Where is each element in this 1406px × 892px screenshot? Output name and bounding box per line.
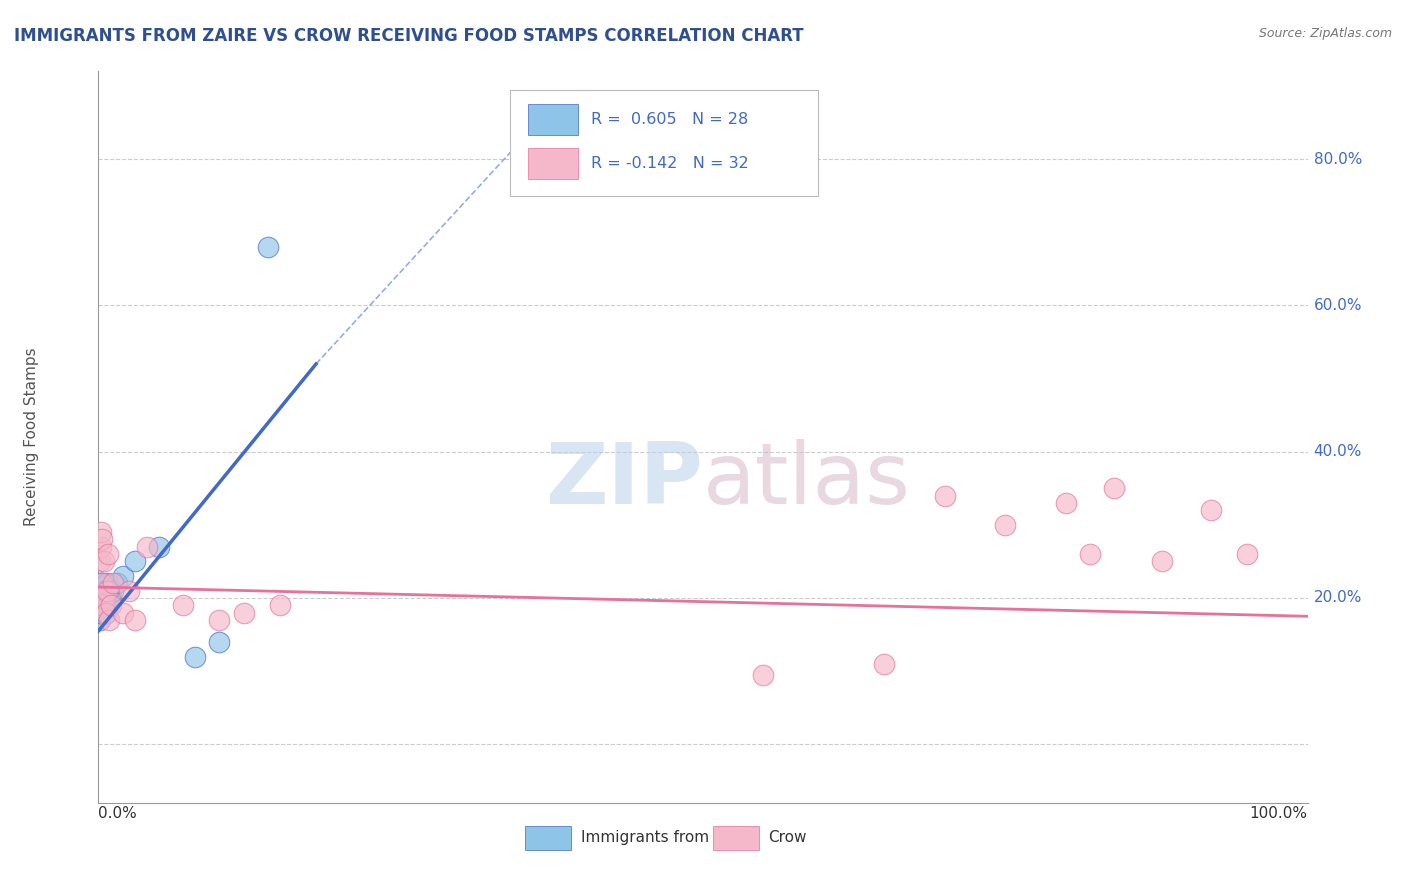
- Point: [148, 540, 170, 554]
- Point: [90, 540, 112, 554]
- Point: [91, 583, 114, 598]
- Point: [89, 613, 111, 627]
- FancyBboxPatch shape: [527, 104, 578, 135]
- Point: [208, 613, 231, 627]
- Point: [91, 599, 114, 613]
- Point: [91, 576, 114, 591]
- Point: [111, 569, 134, 583]
- FancyBboxPatch shape: [527, 148, 578, 179]
- Point: [93, 591, 115, 605]
- Text: Crow: Crow: [768, 830, 807, 846]
- FancyBboxPatch shape: [509, 90, 818, 195]
- Point: [101, 583, 124, 598]
- Text: 80.0%: 80.0%: [1313, 152, 1362, 167]
- Point: [1236, 547, 1258, 561]
- Point: [96, 576, 118, 591]
- Point: [89, 554, 111, 568]
- Point: [90, 606, 112, 620]
- Point: [91, 583, 114, 598]
- Point: [208, 635, 231, 649]
- Point: [1054, 496, 1077, 510]
- Point: [105, 576, 128, 591]
- Point: [93, 583, 115, 598]
- Point: [89, 591, 111, 605]
- Text: IMMIGRANTS FROM ZAIRE VS CROW RECEIVING FOOD STAMPS CORRELATION CHART: IMMIGRANTS FROM ZAIRE VS CROW RECEIVING …: [14, 27, 804, 45]
- Point: [118, 583, 141, 598]
- Text: 60.0%: 60.0%: [1313, 298, 1362, 313]
- Text: 100.0%: 100.0%: [1250, 806, 1308, 822]
- Point: [94, 591, 117, 605]
- Point: [100, 591, 122, 605]
- Point: [91, 599, 114, 613]
- Text: ZIP: ZIP: [546, 440, 703, 523]
- Text: Source: ZipAtlas.com: Source: ZipAtlas.com: [1258, 27, 1392, 40]
- Point: [93, 599, 115, 613]
- Point: [94, 606, 117, 620]
- Text: 20.0%: 20.0%: [1313, 591, 1362, 606]
- Point: [94, 606, 117, 620]
- Point: [124, 554, 146, 568]
- Point: [93, 554, 115, 568]
- Point: [97, 547, 120, 561]
- Point: [994, 517, 1017, 532]
- Point: [1102, 481, 1125, 495]
- Text: 40.0%: 40.0%: [1313, 444, 1362, 459]
- Point: [1152, 554, 1174, 568]
- Point: [97, 599, 120, 613]
- Point: [101, 576, 124, 591]
- Point: [93, 591, 115, 605]
- Point: [96, 583, 118, 598]
- Point: [269, 599, 291, 613]
- Point: [98, 613, 121, 627]
- Point: [90, 525, 112, 540]
- Point: [100, 599, 122, 613]
- Point: [172, 599, 194, 613]
- Point: [934, 489, 956, 503]
- FancyBboxPatch shape: [713, 826, 759, 849]
- Text: R =  0.605   N = 28: R = 0.605 N = 28: [591, 112, 748, 128]
- Point: [91, 576, 114, 591]
- Text: Immigrants from Zaire: Immigrants from Zaire: [581, 830, 754, 846]
- Text: atlas: atlas: [703, 440, 911, 523]
- Point: [1199, 503, 1222, 517]
- Text: Receiving Food Stamps: Receiving Food Stamps: [24, 348, 39, 526]
- Text: 0.0%: 0.0%: [98, 806, 138, 822]
- Point: [232, 606, 254, 620]
- Text: R = -0.142   N = 32: R = -0.142 N = 32: [591, 156, 748, 171]
- Point: [1078, 547, 1101, 561]
- Point: [98, 583, 121, 598]
- Point: [90, 591, 112, 605]
- Point: [873, 657, 896, 671]
- Point: [124, 613, 146, 627]
- Point: [91, 591, 114, 605]
- Point: [184, 649, 207, 664]
- Point: [256, 240, 278, 254]
- Point: [752, 667, 775, 681]
- Point: [90, 576, 112, 591]
- Point: [135, 540, 157, 554]
- Point: [111, 606, 134, 620]
- FancyBboxPatch shape: [526, 826, 571, 849]
- Point: [91, 533, 114, 547]
- Point: [89, 599, 111, 613]
